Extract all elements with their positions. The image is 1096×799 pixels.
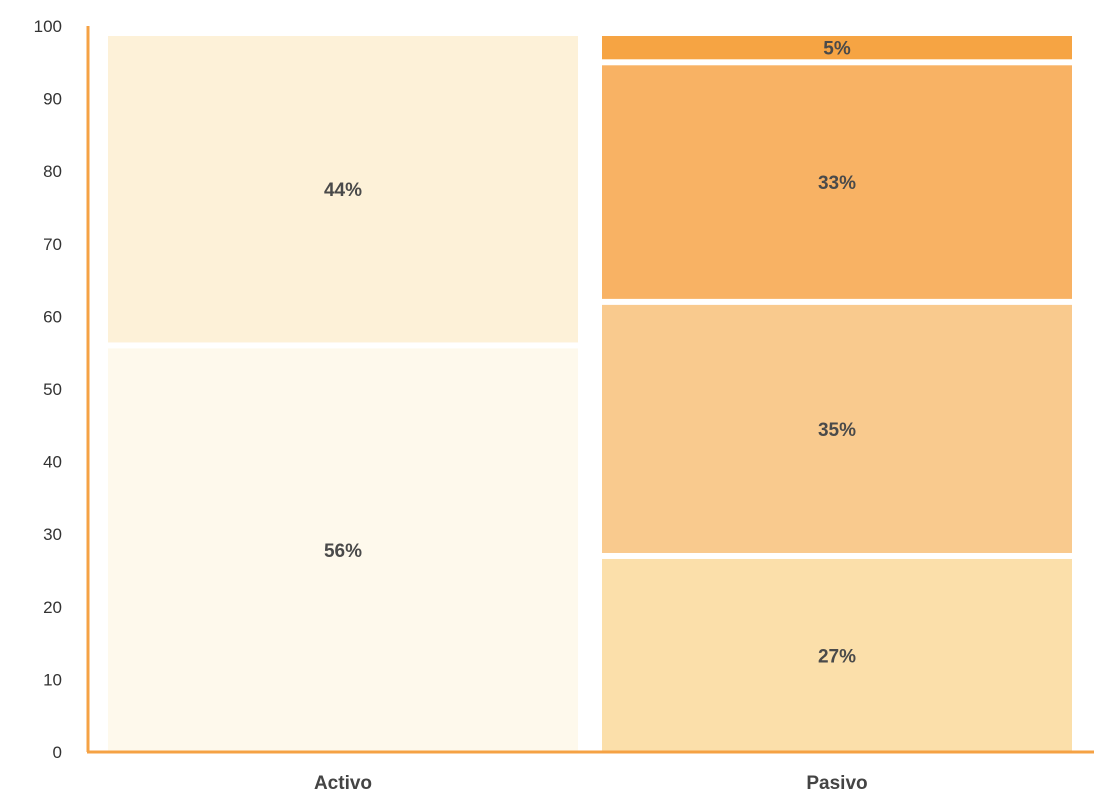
bar-segment-pasivo-2 bbox=[602, 304, 1072, 553]
y-tick-label-30: 30 bbox=[43, 525, 62, 544]
segment-label-pasivo-3: 33% bbox=[818, 173, 856, 194]
segment-label-pasivo-4: 5% bbox=[823, 39, 851, 60]
y-tick-label-0: 0 bbox=[53, 743, 62, 762]
y-tick-label-40: 40 bbox=[43, 453, 62, 472]
segment-label-pasivo-2: 35% bbox=[818, 420, 856, 441]
y-tick-label-90: 90 bbox=[43, 90, 62, 109]
bar-segment-pasivo-4 bbox=[602, 36, 1072, 60]
bars-layer bbox=[108, 36, 1072, 752]
segment-label-activo-1: 56% bbox=[324, 541, 362, 562]
x-tick-label-activo: Activo bbox=[314, 773, 372, 794]
y-tick-label-80: 80 bbox=[43, 162, 62, 181]
y-tick-label-10: 10 bbox=[43, 670, 62, 689]
y-tick-label-50: 50 bbox=[43, 380, 62, 399]
y-tick-label-70: 70 bbox=[43, 235, 62, 254]
y-tick-label-20: 20 bbox=[43, 598, 62, 617]
labels-layer: 56% 44% Activo 27% 35% 33% 5% Pasivo bbox=[314, 39, 868, 794]
segment-label-activo-2: 44% bbox=[324, 180, 362, 201]
bar-segment-pasivo-1 bbox=[602, 558, 1072, 752]
x-tick-label-pasivo: Pasivo bbox=[806, 773, 867, 794]
axes-layer: 0 10 20 30 40 50 60 70 80 90 100 bbox=[34, 17, 1094, 762]
y-tick-label-100: 100 bbox=[34, 17, 62, 36]
y-tick-label-60: 60 bbox=[43, 307, 62, 326]
bar-segment-activo-1 bbox=[108, 348, 578, 752]
bar-segment-activo-2 bbox=[108, 36, 578, 343]
segment-label-pasivo-1: 27% bbox=[818, 646, 856, 667]
bar-segment-pasivo-3 bbox=[602, 65, 1072, 299]
